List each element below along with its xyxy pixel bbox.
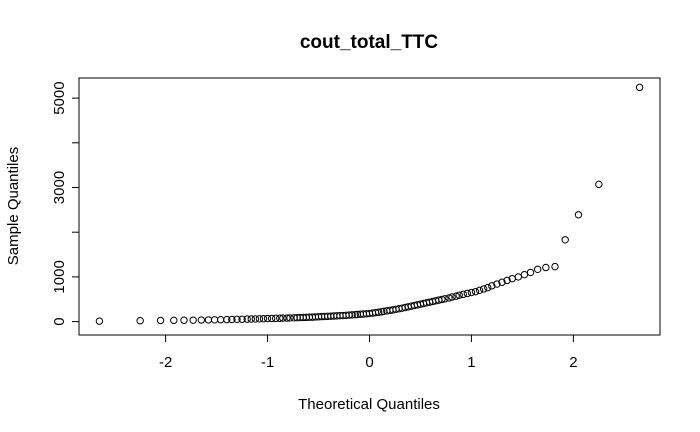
data-point	[286, 314, 294, 322]
data-point	[216, 316, 225, 324]
data-point	[276, 314, 284, 322]
y-tick-label: 5000	[51, 81, 68, 114]
data-point	[479, 285, 488, 293]
data-point	[255, 315, 264, 323]
x-axis: -2 -1 0 1 2	[159, 334, 578, 371]
data-point	[467, 288, 476, 297]
chart-title: cout_total_TTC	[300, 32, 439, 53]
data-point	[251, 315, 260, 323]
data-point	[542, 263, 550, 272]
y-tick-label: 3000	[51, 171, 68, 204]
data-point	[448, 293, 456, 301]
data-point	[471, 287, 480, 296]
data-point	[635, 83, 644, 92]
data-point	[238, 315, 246, 323]
x-tick-label: 0	[365, 354, 373, 371]
data-point	[533, 265, 542, 273]
x-tick-label: -2	[159, 354, 172, 371]
x-tick-label: 1	[467, 354, 475, 371]
plot-frame	[78, 77, 661, 336]
y-tick-label: 1000	[51, 260, 68, 293]
data-point	[526, 268, 535, 277]
data-point	[223, 315, 231, 324]
data-point	[503, 276, 511, 285]
data-point	[156, 316, 165, 325]
data-point	[283, 314, 291, 322]
data-point	[463, 289, 472, 298]
data-point	[452, 292, 460, 300]
data-point	[197, 316, 206, 324]
data-point	[180, 316, 188, 324]
data-point	[247, 315, 255, 323]
data-point	[561, 236, 569, 244]
data-point	[455, 291, 463, 299]
data-point	[493, 280, 501, 288]
data-point	[498, 278, 506, 286]
x-axis-label: Theoretical Quantiles	[298, 396, 440, 413]
data-point	[348, 311, 356, 319]
data-point	[445, 294, 453, 302]
data-point	[95, 317, 104, 325]
data-point	[595, 180, 603, 189]
y-axis-label: Sample Quantiles	[5, 147, 22, 265]
x-tick-label: 2	[569, 354, 577, 371]
data-points	[95, 83, 644, 325]
y-axis: 0 1000 3000 5000	[51, 81, 80, 326]
data-point	[170, 316, 178, 325]
data-point	[441, 295, 449, 303]
data-point	[263, 314, 272, 323]
data-point	[243, 315, 251, 323]
data-point	[189, 316, 197, 324]
data-point	[551, 262, 559, 271]
data-point	[279, 314, 287, 322]
data-point	[438, 295, 446, 304]
y-tick-label: 0	[51, 317, 68, 325]
data-point	[267, 314, 276, 323]
data-point	[272, 314, 280, 323]
data-point	[574, 211, 583, 219]
data-point	[520, 270, 529, 279]
data-point	[488, 282, 496, 290]
data-point	[136, 316, 144, 325]
data-point	[484, 283, 492, 292]
data-point	[259, 314, 268, 323]
data-point	[228, 315, 236, 324]
data-point	[374, 308, 383, 316]
data-point	[204, 316, 213, 324]
data-point	[210, 316, 219, 324]
data-point	[233, 315, 241, 324]
data-point	[475, 286, 484, 295]
x-tick-label: -1	[261, 354, 274, 371]
data-point	[514, 273, 523, 281]
data-point	[459, 290, 467, 299]
